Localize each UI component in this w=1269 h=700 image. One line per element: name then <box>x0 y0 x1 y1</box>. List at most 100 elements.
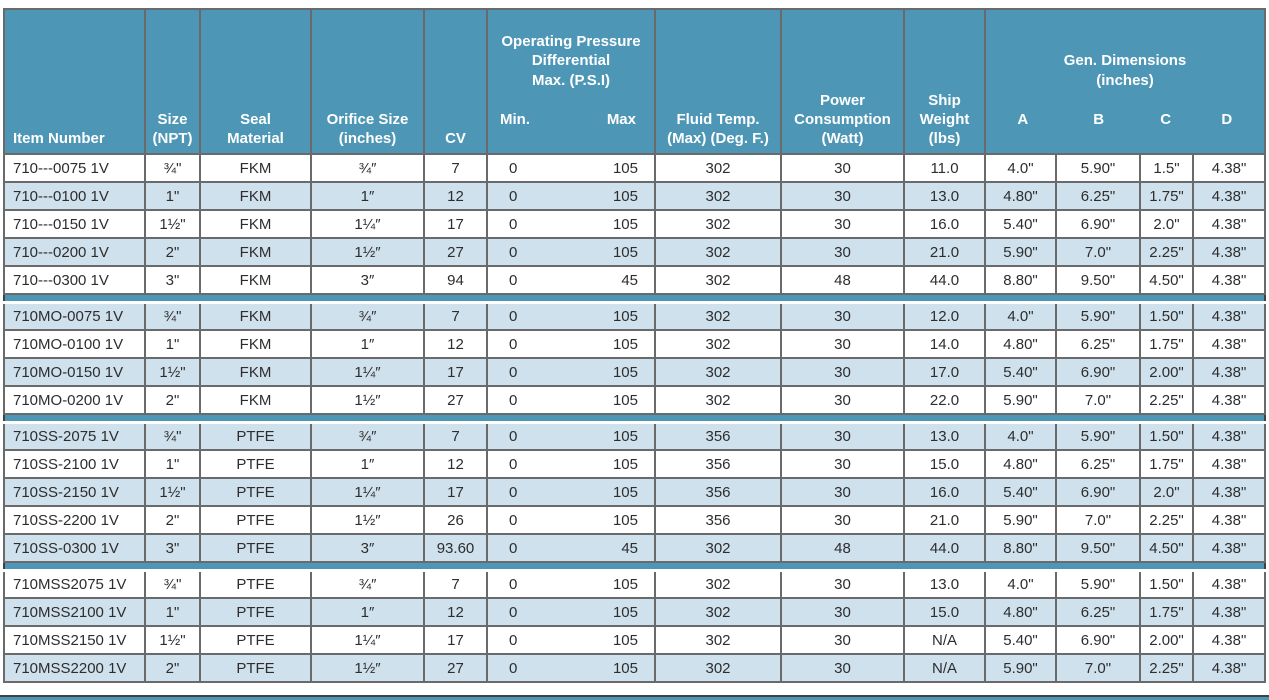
cell-dim-c: 1.75" <box>1139 449 1194 480</box>
col-header-size: Size (NPT) <box>144 7 201 156</box>
cell-dim-c: 1.50" <box>1139 301 1194 332</box>
pressure-values: 0 45 <box>488 272 654 289</box>
cell-power-consumption: 30 <box>780 301 905 332</box>
psi-max-value: 105 <box>612 391 638 409</box>
cell-pressure-min-max: 0 105 <box>486 209 656 240</box>
cell-dim-b: 5.90" <box>1055 569 1141 600</box>
cell-item-number: 710MSS2200 1V <box>3 653 146 684</box>
cell-dim-b: 5.90" <box>1055 421 1141 452</box>
psi-min-value: 0 <box>509 603 518 621</box>
cell-seal-material: PTFE <box>199 533 312 564</box>
cell-power-consumption: 48 <box>780 265 905 296</box>
cell-power-consumption: 48 <box>780 533 905 564</box>
cell-fluid-temp: 302 <box>654 237 782 268</box>
group-separator <box>4 413 1266 424</box>
pressure-values: 0 105 <box>488 456 654 473</box>
cell-dim-b: 6.25" <box>1055 597 1141 628</box>
pressure-values: 0 105 <box>488 308 654 325</box>
cell-orifice-size: 1½″ <box>310 385 425 416</box>
table-row: 710SS-2100 1V 1" PTFE 1″ 12 0 105 356 30 15.0 4.80… <box>3 449 1267 480</box>
cell-dim-d: 4.38" <box>1191 449 1267 480</box>
pressure-values: 0 105 <box>488 216 654 233</box>
cell-dim-c: 2.25" <box>1139 505 1194 536</box>
psi-min-value: 0 <box>509 391 518 409</box>
cell-item-number: 710SS-2200 1V <box>3 505 146 536</box>
cell-cv: 7 <box>423 569 488 600</box>
cell-dim-a: 4.0" <box>984 421 1057 452</box>
cell-size: ¾" <box>144 301 201 332</box>
cell-cv: 7 <box>423 301 488 332</box>
group-separator-band <box>4 561 1266 572</box>
pressure-values: 0 105 <box>488 632 654 649</box>
cell-power-consumption: 30 <box>780 385 905 416</box>
cell-size: 1½" <box>144 625 201 656</box>
psi-min-value: 0 <box>509 631 518 649</box>
psi-min-value: 0 <box>509 455 518 473</box>
pressure-min-max-labels: Min. Max <box>490 110 652 129</box>
col-header-ship-weight: Ship Weight (lbs) <box>903 7 986 156</box>
cell-ship-weight: 11.0 <box>903 153 986 184</box>
cell-orifice-size: 1½″ <box>310 653 425 684</box>
cell-item-number: 710---0100 1V <box>3 181 146 212</box>
group-separator <box>4 561 1266 572</box>
cell-size: 1½" <box>144 357 201 388</box>
cell-seal-material: FKM <box>199 153 312 184</box>
cell-dim-b: 9.50" <box>1055 265 1141 296</box>
cell-cv: 27 <box>423 237 488 268</box>
cell-dim-d: 4.38" <box>1191 533 1267 564</box>
cell-power-consumption: 30 <box>780 597 905 628</box>
cell-ship-weight: 14.0 <box>903 329 986 360</box>
group-separator-band <box>4 293 1266 304</box>
pressure-values: 0 105 <box>488 160 654 177</box>
cell-size: ¾" <box>144 153 201 184</box>
cell-dim-a: 5.40" <box>984 477 1057 508</box>
cell-fluid-temp: 356 <box>654 477 782 508</box>
cell-size: 1½" <box>144 209 201 240</box>
psi-min-value: 0 <box>509 215 518 233</box>
cell-cv: 12 <box>423 181 488 212</box>
psi-max-value: 105 <box>612 363 638 381</box>
psi-min-value: 0 <box>509 187 518 205</box>
cell-orifice-size: 1¼″ <box>310 209 425 240</box>
cell-dim-c: 2.00" <box>1139 625 1194 656</box>
cell-dim-c: 1.75" <box>1139 181 1194 212</box>
cell-item-number: 710MSS2075 1V <box>3 569 146 600</box>
cell-dim-b: 6.90" <box>1055 357 1141 388</box>
col-header-power-consumption: Power Consumption (Watt) <box>780 7 905 156</box>
cell-orifice-size: 1½″ <box>310 237 425 268</box>
cell-dim-b: 5.90" <box>1055 301 1141 332</box>
cell-fluid-temp: 302 <box>654 597 782 628</box>
cell-fluid-temp: 302 <box>654 209 782 240</box>
cell-orifice-size: 1¼″ <box>310 477 425 508</box>
pressure-values: 0 105 <box>488 188 654 205</box>
cell-dim-a: 4.0" <box>984 153 1057 184</box>
pressure-min-label: Min. <box>500 110 530 128</box>
cell-dim-d: 4.38" <box>1191 569 1267 600</box>
cell-ship-weight: 22.0 <box>903 385 986 416</box>
cell-dim-d: 4.38" <box>1191 153 1267 184</box>
cell-power-consumption: 30 <box>780 477 905 508</box>
cell-pressure-min-max: 0 105 <box>486 153 656 184</box>
cell-dim-b: 7.0" <box>1055 237 1141 268</box>
cell-size: 1" <box>144 329 201 360</box>
psi-max-value: 105 <box>612 659 638 677</box>
cell-seal-material: PTFE <box>199 477 312 508</box>
cell-size: 2" <box>144 505 201 536</box>
table-row: 710MSS2200 1V 2" PTFE 1½″ 27 0 105 302 30 N/A 5.90… <box>3 653 1267 684</box>
cell-dim-d: 4.38" <box>1191 265 1267 296</box>
cell-dim-b: 6.90" <box>1055 625 1141 656</box>
cell-fluid-temp: 302 <box>654 153 782 184</box>
spec-table: Item Number Size (NPT) Seal Material Ori… <box>3 7 1267 684</box>
cell-cv: 27 <box>423 653 488 684</box>
cell-ship-weight: 16.0 <box>903 209 986 240</box>
psi-min-value: 0 <box>509 159 518 177</box>
cell-dim-a: 5.90" <box>984 385 1057 416</box>
cell-dim-a: 5.40" <box>984 625 1057 656</box>
cell-size: ¾" <box>144 421 201 452</box>
cell-item-number: 710---0200 1V <box>3 237 146 268</box>
cell-dim-c: 2.0" <box>1139 477 1194 508</box>
cell-orifice-size: ¾″ <box>310 153 425 184</box>
cell-ship-weight: 13.0 <box>903 181 986 212</box>
cell-cv: 12 <box>423 597 488 628</box>
